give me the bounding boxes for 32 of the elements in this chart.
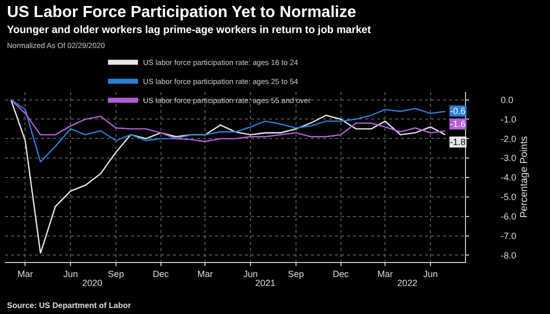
x-tick-label: Jun <box>63 268 78 279</box>
y-tick-label: -1.0 <box>500 114 516 124</box>
line-series <box>10 99 446 254</box>
y-axis-title: Percentage Points <box>518 136 530 218</box>
x-tick-label: Dec <box>332 268 350 279</box>
chart-subtitle: Younger and older workers lag prime-age workers in return to job market <box>7 24 372 36</box>
y-tick-label: -4.0 <box>500 172 516 183</box>
x-tick-label: Dec <box>152 268 170 279</box>
x-tick-label: Mar <box>17 268 33 279</box>
annotation: -0.6 <box>450 106 466 116</box>
x-tick-label: Sep <box>108 268 124 279</box>
y-tick-label: -3.0 <box>500 153 516 164</box>
annotation: -1.6 <box>450 119 466 129</box>
x2-tick-label: 2021 <box>255 278 276 288</box>
x-tick-label: Jun <box>423 268 438 279</box>
y-tick-label: -6.0 <box>500 211 516 222</box>
annotation: -1.8 <box>450 137 466 147</box>
x-tick-label: Jun <box>243 268 258 279</box>
x2-tick-label: 2020 <box>82 278 102 288</box>
source-note: Source: US Department of Labor <box>7 301 132 310</box>
x-tick-label: Sep <box>288 268 304 279</box>
y-tick-label: -8.0 <box>500 250 516 260</box>
y-tick-label: 0.0 <box>500 94 514 105</box>
chart-title: US Labor Force Participation Yet to Normalize <box>7 4 356 21</box>
y-tick-label: -2.0 <box>500 134 516 144</box>
line-series <box>10 99 446 142</box>
y-tick-label: -7.0 <box>500 230 516 241</box>
line-series <box>10 99 446 163</box>
y-tick-label: -5.0 <box>500 192 516 202</box>
x-tick-label: Mar <box>197 268 213 279</box>
x-tick-label: Mar <box>377 268 393 279</box>
x2-tick-label: 2022 <box>397 278 418 288</box>
